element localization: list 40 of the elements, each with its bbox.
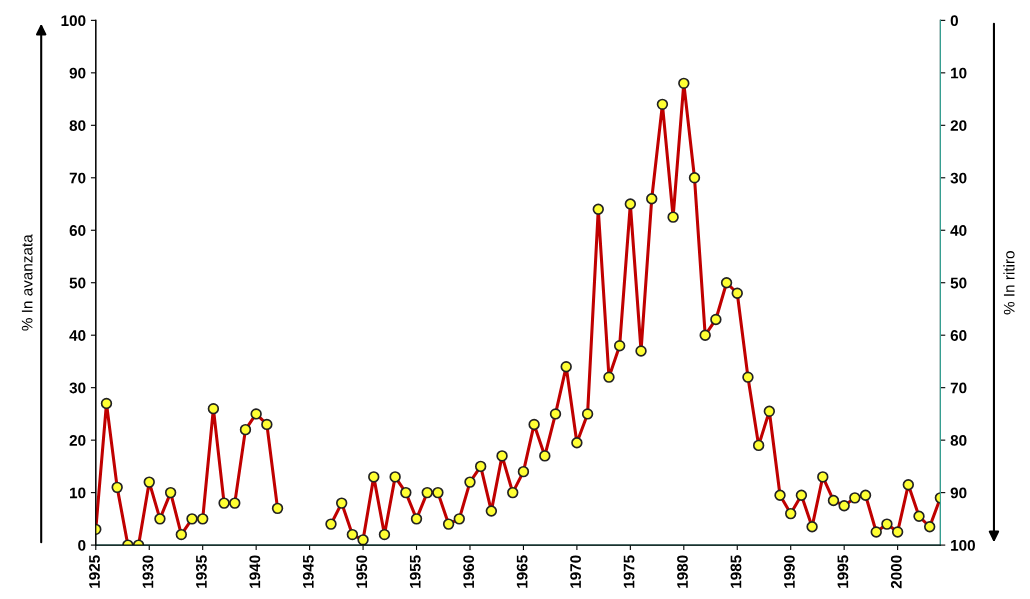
x-tick-label: 1945 <box>302 555 314 588</box>
y-tick-label: 100 <box>61 15 86 27</box>
y-tick-label: 60 <box>69 225 86 236</box>
y-tick-label: 10 <box>70 487 86 499</box>
x-tick-label: 1925 <box>89 555 100 588</box>
y-tick-label: 40 <box>69 330 86 341</box>
y2-tick-label: 100 <box>951 539 975 551</box>
x-tick-label: 1965 <box>516 555 528 588</box>
y2-tick-label: 50 <box>950 277 967 289</box>
x-tick-label: 1950 <box>356 555 368 588</box>
x-tick-label: 1970 <box>570 555 581 588</box>
y2-tick-label: 10 <box>951 67 967 79</box>
y2-tick-label: 40 <box>950 225 967 236</box>
x-tick-label: 1960 <box>463 555 475 588</box>
x-tick-label: 1995 <box>837 555 849 588</box>
y2-tick-label: 20 <box>950 120 967 131</box>
x-tick-label: 1940 <box>249 555 261 588</box>
y-tick-label: 90 <box>69 67 86 79</box>
y-tick-label: 20 <box>69 435 86 446</box>
y2-tick-label: 80 <box>950 435 967 446</box>
y2-tick-label: 30 <box>950 172 967 184</box>
y-tick-label: 0 <box>78 539 86 551</box>
x-tick-label: 1975 <box>623 555 635 588</box>
x-tick-label: 1955 <box>409 555 421 588</box>
x-tick-label: 1985 <box>730 555 742 588</box>
y2-tick-label: 0 <box>950 15 958 27</box>
x-tick-label: 1990 <box>784 555 795 588</box>
y-axis-title: % In avanzata <box>21 234 33 331</box>
y2-tick-label: 60 <box>950 330 967 341</box>
y-tick-label: 80 <box>69 120 86 131</box>
x-tick-label: 1980 <box>677 555 688 588</box>
y-tick-label: 70 <box>69 172 86 184</box>
x-tick-label: 1930 <box>142 555 154 588</box>
y2-tick-label: 90 <box>950 487 967 499</box>
x-tick-label: 1935 <box>195 555 207 588</box>
y2-tick-label: 70 <box>950 382 967 394</box>
y2-axis-title: % In ritiro <box>1003 251 1015 315</box>
y-tick-label: 30 <box>69 382 86 394</box>
x-tick-label: 2000 <box>890 555 902 589</box>
y-tick-label: 50 <box>69 277 86 289</box>
